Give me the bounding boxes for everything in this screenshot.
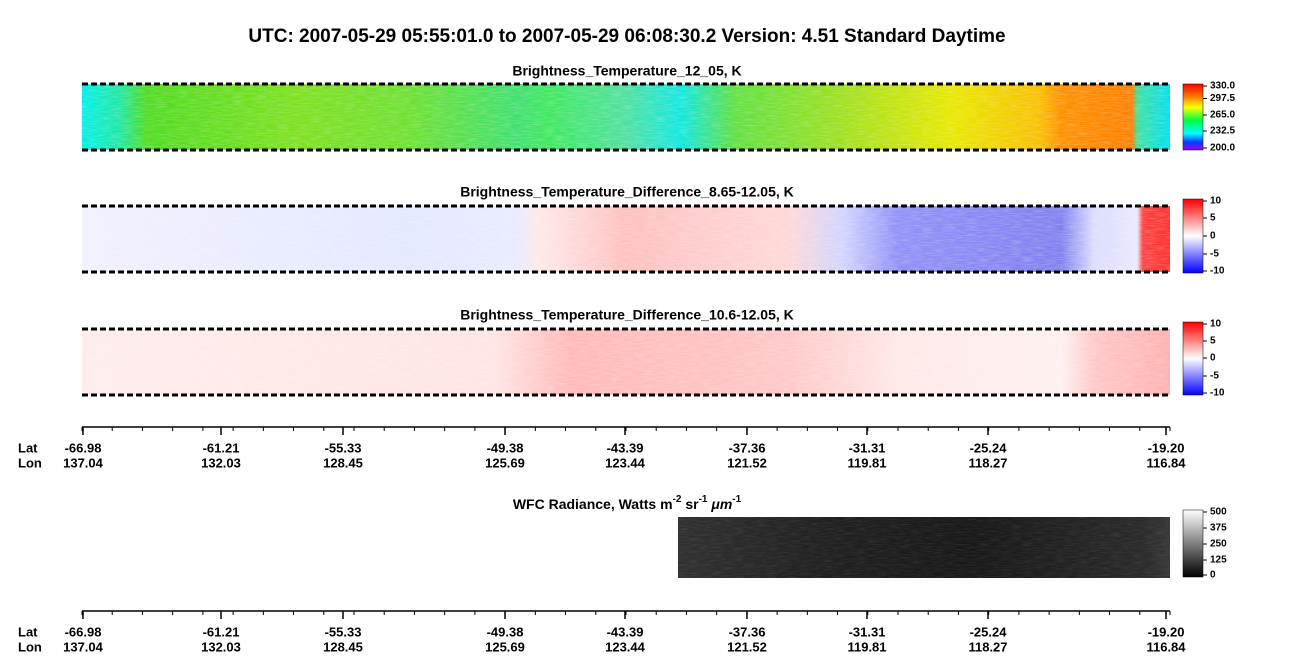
lat-value: -66.98 xyxy=(65,440,102,455)
lon-value: 125.69 xyxy=(485,639,525,654)
lon-value: 121.52 xyxy=(727,455,767,470)
lon-label: Lon xyxy=(18,639,42,654)
lat-value: -66.98 xyxy=(65,624,102,639)
colorbar-label: 0 xyxy=(1210,353,1216,364)
colorbar-label: 5 xyxy=(1210,213,1216,224)
lat-value: -37.36 xyxy=(729,624,766,639)
lon-value: 118.27 xyxy=(968,639,1007,654)
colorbar-label: 375 xyxy=(1210,523,1227,534)
lon-value: 128.45 xyxy=(323,455,363,470)
panel: Brightness_Temperature_12_05, K 330.0297.… xyxy=(82,63,1235,154)
image-texture xyxy=(82,84,1170,150)
lon-value: 119.81 xyxy=(847,639,886,654)
lat-value: -25.24 xyxy=(970,440,1008,455)
panel: Brightness_Temperature_Difference_8.65-1… xyxy=(82,184,1225,277)
title-text: μm xyxy=(707,496,732,512)
image-texture xyxy=(82,206,1170,272)
lon-value: 123.44 xyxy=(605,639,646,654)
lat-value: -37.36 xyxy=(729,440,766,455)
lat-value: -19.20 xyxy=(1148,624,1185,639)
lat-value: -55.33 xyxy=(325,624,362,639)
colorbar-label: 500 xyxy=(1210,507,1227,518)
lon-value: 123.44 xyxy=(605,455,646,470)
lon-value: 119.81 xyxy=(847,455,886,470)
lat-value: -43.39 xyxy=(607,624,644,639)
lon-value: 118.27 xyxy=(968,455,1007,470)
lat-value: -49.38 xyxy=(487,624,524,639)
image-texture xyxy=(678,517,1170,578)
lat-label: Lat xyxy=(18,624,38,639)
title-text: WFC Radiance, Watts m xyxy=(513,496,673,512)
lon-value: 132.03 xyxy=(201,455,241,470)
colorbar-label: 232.5 xyxy=(1210,126,1235,137)
axes: LatLon-66.98137.04-61.21132.03-55.33128.… xyxy=(18,426,1186,654)
panels: Brightness_Temperature_12_05, K 330.0297.… xyxy=(82,63,1235,581)
panel-title: Brightness_Temperature_12_05, K xyxy=(512,63,741,79)
colorbar-label: 330.0 xyxy=(1210,81,1235,92)
colorbar-label: 200.0 xyxy=(1210,143,1235,154)
colorbar-label: 297.5 xyxy=(1210,93,1235,104)
lat-value: -61.21 xyxy=(203,624,240,639)
colorbar xyxy=(1182,509,1204,578)
panel-title: Brightness_Temperature_Difference_8.65-1… xyxy=(460,184,794,200)
lat-value: -19.20 xyxy=(1148,440,1185,455)
panel-title: WFC Radiance, Watts m-2 sr-1 μm-1 xyxy=(513,494,742,512)
lon-value: 116.84 xyxy=(1146,639,1186,654)
lon-value: 137.04 xyxy=(63,639,104,654)
colorbar-label: -10 xyxy=(1210,388,1225,399)
colorbar-label: 10 xyxy=(1210,196,1222,207)
panel-title: Brightness_Temperature_Difference_10.6-1… xyxy=(460,307,794,323)
title-exponent: -1 xyxy=(699,494,708,505)
colorbar xyxy=(1182,198,1204,274)
lon-value: 125.69 xyxy=(485,455,525,470)
lat-value: -31.31 xyxy=(849,624,886,639)
colorbar xyxy=(1182,83,1204,151)
lat-value: -25.24 xyxy=(970,624,1008,639)
lat-label: Lat xyxy=(18,440,38,455)
title-exponent: -2 xyxy=(673,494,682,505)
lon-value: 132.03 xyxy=(201,639,241,654)
panel: WFC Radiance, Watts m-2 sr-1 μm-15003752… xyxy=(513,494,1227,581)
colorbar-label: -5 xyxy=(1210,249,1219,260)
colorbar-label: 10 xyxy=(1210,319,1222,330)
panel: Brightness_Temperature_Difference_10.6-1… xyxy=(82,307,1225,399)
colorbar-label: 5 xyxy=(1210,336,1216,347)
colorbar-label: 265.0 xyxy=(1210,110,1235,121)
lon-value: 137.04 xyxy=(63,455,104,470)
image-texture xyxy=(82,329,1170,395)
lat-value: -55.33 xyxy=(325,440,362,455)
colorbar-label: 125 xyxy=(1210,555,1227,566)
lon-value: 121.52 xyxy=(727,639,767,654)
lat-value: -61.21 xyxy=(203,440,240,455)
lon-value: 116.84 xyxy=(1146,455,1186,470)
colorbar-label: 250 xyxy=(1210,539,1227,550)
colorbar-label: 0 xyxy=(1210,570,1216,581)
title-text: sr xyxy=(681,496,699,512)
lon-label: Lon xyxy=(18,455,42,470)
main-title: UTC: 2007-05-29 05:55:01.0 to 2007-05-29… xyxy=(248,26,1005,47)
colorbar-label: 0 xyxy=(1210,231,1216,242)
title-exponent: -1 xyxy=(732,494,741,505)
lat-value: -43.39 xyxy=(607,440,644,455)
colorbar-label: -10 xyxy=(1210,266,1225,277)
colorbar-label: -5 xyxy=(1210,371,1219,382)
lat-value: -31.31 xyxy=(849,440,886,455)
lon-value: 128.45 xyxy=(323,639,363,654)
colorbar xyxy=(1182,321,1204,396)
lat-value: -49.38 xyxy=(487,440,524,455)
